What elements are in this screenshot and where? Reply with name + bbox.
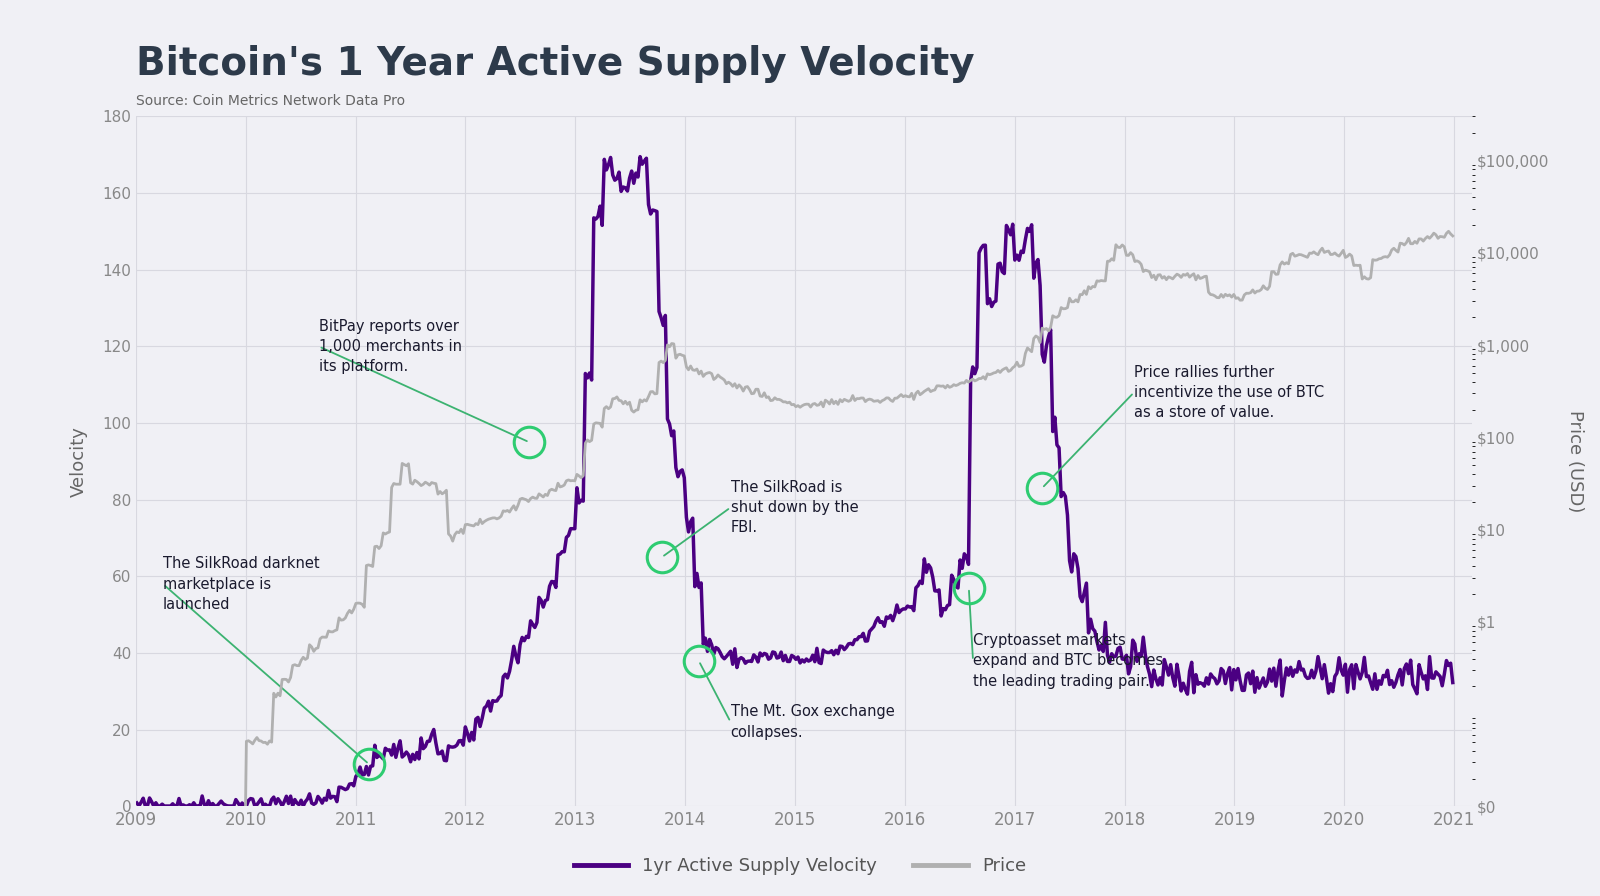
Legend: 1yr Active Supply Velocity, Price: 1yr Active Supply Velocity, Price [566, 850, 1034, 883]
Text: The Mt. Gox exchange
collapses.: The Mt. Gox exchange collapses. [731, 704, 894, 740]
Text: Source: Coin Metrics Network Data Pro: Source: Coin Metrics Network Data Pro [136, 94, 405, 108]
Line: 1yr Active Supply Velocity: 1yr Active Supply Velocity [138, 157, 1453, 806]
Y-axis label: Velocity: Velocity [70, 426, 88, 497]
Text: Price rallies further
incentivize the use of BTC
as a store of value.: Price rallies further incentivize the us… [1134, 365, 1325, 420]
Text: The SilkRoad is
shut down by the
FBI.: The SilkRoad is shut down by the FBI. [731, 479, 858, 535]
Y-axis label: Price (USD): Price (USD) [1566, 410, 1584, 513]
Text: Cryptoasset markets
expand and BTC becomes
the leading trading pair.: Cryptoasset markets expand and BTC becom… [973, 633, 1163, 689]
Text: The SilkRoad darknet
marketplace is
launched: The SilkRoad darknet marketplace is laun… [163, 556, 320, 612]
Text: Bitcoin's 1 Year Active Supply Velocity: Bitcoin's 1 Year Active Supply Velocity [136, 45, 974, 82]
Text: BitPay reports over
1,000 merchants in
its platform.: BitPay reports over 1,000 merchants in i… [318, 319, 462, 375]
Line: Price: Price [138, 231, 1453, 896]
